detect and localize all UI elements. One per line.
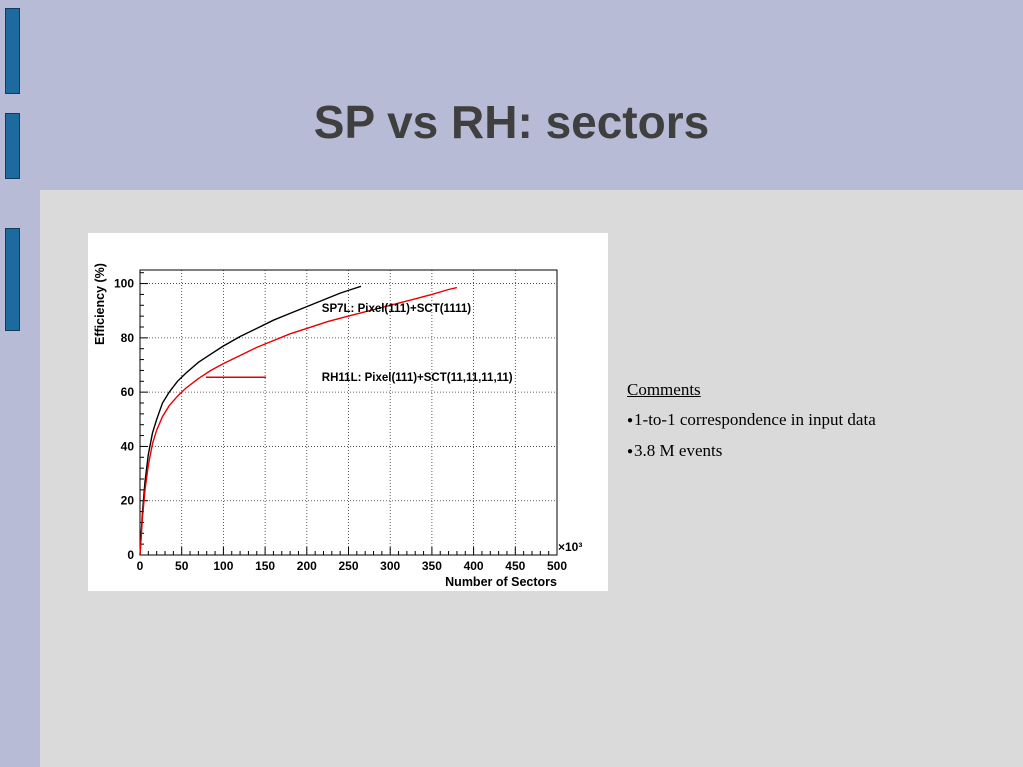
bullet-icon: ● [627, 446, 634, 457]
xtick-label: 200 [297, 559, 317, 573]
accent-bar-3 [5, 228, 20, 331]
accent-bar-2 [5, 113, 20, 179]
accent-bar-1 [5, 8, 20, 94]
series-curve-SP7L [139, 285, 362, 556]
y-axis-title: Efficiency (%) [93, 263, 107, 345]
xtick-label: 50 [175, 559, 189, 573]
chart-panel: 0 50 100 150 200 250 300 350 400 450 500 0 20 40 60 80 1… [88, 233, 608, 591]
xtick-label: 250 [338, 559, 358, 573]
xtick-label: 100 [213, 559, 233, 573]
comment-text-1: 1-to-1 correspondence in input data [634, 410, 876, 429]
xtick-label: 350 [422, 559, 442, 573]
ytick-label: 0 [127, 548, 134, 562]
comment-item-2: ●3.8 M events [627, 441, 987, 461]
ytick-label: 20 [121, 494, 135, 508]
xtick-label: 150 [255, 559, 275, 573]
legend-label-RH11L: RH11L: Pixel(111)+SCT(11,11,11,11) [322, 372, 513, 384]
xtick-label: 400 [464, 559, 484, 573]
comments-block: Comments ●1-to-1 correspondence in input… [627, 380, 987, 472]
comment-item-1: ●1-to-1 correspondence in input data [627, 410, 987, 430]
bullet-icon: ● [627, 415, 634, 426]
comment-text-2: 3.8 M events [634, 441, 723, 460]
legend-label-SP7L: SP7L: Pixel(111)+SCT(1111) [322, 303, 471, 315]
efficiency-chart: 0 50 100 150 200 250 300 350 400 450 500 0 20 40 60 80 1… [93, 263, 582, 589]
ytick-label: 80 [121, 331, 135, 345]
x-axis-exponent: ×10³ [558, 540, 582, 554]
ytick-label: 60 [121, 385, 135, 399]
xtick-label: 450 [505, 559, 525, 573]
xtick-label: 300 [380, 559, 400, 573]
xtick-label: 0 [137, 559, 144, 573]
comments-heading: Comments [627, 380, 701, 399]
x-axis-title: Number of Sectors [445, 575, 557, 589]
xtick-label: 500 [547, 559, 567, 573]
ytick-label: 40 [121, 439, 135, 453]
ytick-label: 100 [114, 277, 134, 291]
title-band [0, 0, 1023, 190]
series-curve-RH11L [139, 286, 458, 556]
slide-title: SP vs RH: sectors [313, 96, 710, 148]
